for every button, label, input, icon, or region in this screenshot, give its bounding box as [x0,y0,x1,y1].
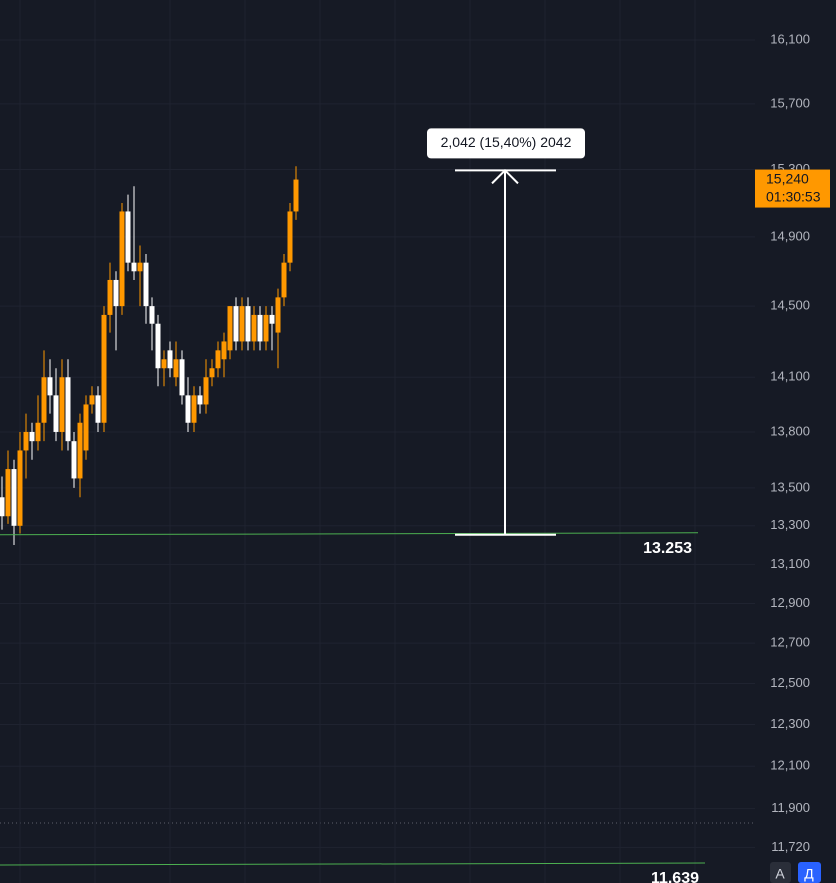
level-line [0,862,706,866]
candle-body [131,262,137,272]
candle-body [29,431,35,442]
candle-body [179,359,185,396]
candle-body [209,368,215,378]
candle-body [83,404,89,451]
candle-body [17,450,23,526]
candle-body [191,395,197,423]
candle-body [5,469,11,517]
candle-body [203,377,209,405]
candle-body [233,306,239,342]
candle-body [35,422,41,442]
candle-body [137,262,143,272]
candle-body [0,497,5,517]
candle-body [11,469,17,526]
candle-body [71,441,77,479]
y-tick-label: 16,100 [770,31,810,46]
candle-body [65,377,71,442]
candle-body [269,314,275,324]
candle-body [95,395,101,423]
candle-body [293,179,299,212]
y-tick-label: 13,100 [770,556,810,571]
candle-body [215,350,221,369]
candle-body [101,314,107,423]
y-tick-label: 13,300 [770,517,810,532]
y-tick-label: 12,100 [770,758,810,773]
y-tick-label: 14,900 [770,228,810,243]
candle-body [161,359,167,369]
countdown: 01:30:53 [766,188,821,204]
candle-body [107,279,113,315]
candle-body [275,297,281,333]
candle-body [221,341,227,360]
button-a[interactable] [770,862,791,883]
candle-body [41,377,47,423]
measure-box [427,128,585,159]
candle-body [23,431,29,451]
y-tick-label: 14,500 [770,298,810,313]
candle-body [113,279,119,307]
candle-body [77,422,83,479]
arrow-head [491,168,519,185]
candle-body [173,359,179,378]
price-tag [755,169,830,208]
y-tick-label: 12,700 [770,635,810,650]
candle-body [53,395,59,432]
y-tick-label: 12,900 [770,595,810,610]
y-tick-label: 12,500 [770,675,810,690]
button-d-label[interactable]: Д [804,866,814,882]
y-tick-label: 13,500 [770,479,810,494]
candle-body [47,377,53,396]
button-d[interactable] [798,862,821,883]
y-tick-label: 15,700 [770,95,810,110]
candle-body [143,262,149,307]
candle-body [89,395,95,405]
candle-body [281,262,287,298]
candle-body [155,323,161,369]
candle-body [119,211,125,307]
y-tick-label: 12,300 [770,716,810,731]
candle-body [227,306,233,351]
candle-body [257,314,263,342]
level-label: 13.253 [643,540,692,557]
level-line [0,532,699,536]
y-tick-label: 11,900 [771,800,810,815]
candle-body [185,395,191,423]
candle-body [251,314,257,342]
candle-body [263,314,269,342]
candle-body [167,350,173,369]
candle-body [149,306,155,324]
candle-body [287,211,293,263]
y-tick-label: 14,100 [770,369,810,384]
y-tick-label: 13,800 [770,423,810,438]
candle-body [197,395,203,405]
y-tick-label: 11,720 [771,839,810,854]
candle-body [59,377,65,432]
candle-body [125,211,131,263]
price-tag-label: 15,240 [766,170,809,186]
candle-body [245,306,251,342]
level-label: 11.639 [651,870,699,883]
measure-label: 2,042 (15,40%) 2042 [441,134,572,150]
button-a-label[interactable]: A [775,866,785,882]
candle-body [239,306,245,342]
